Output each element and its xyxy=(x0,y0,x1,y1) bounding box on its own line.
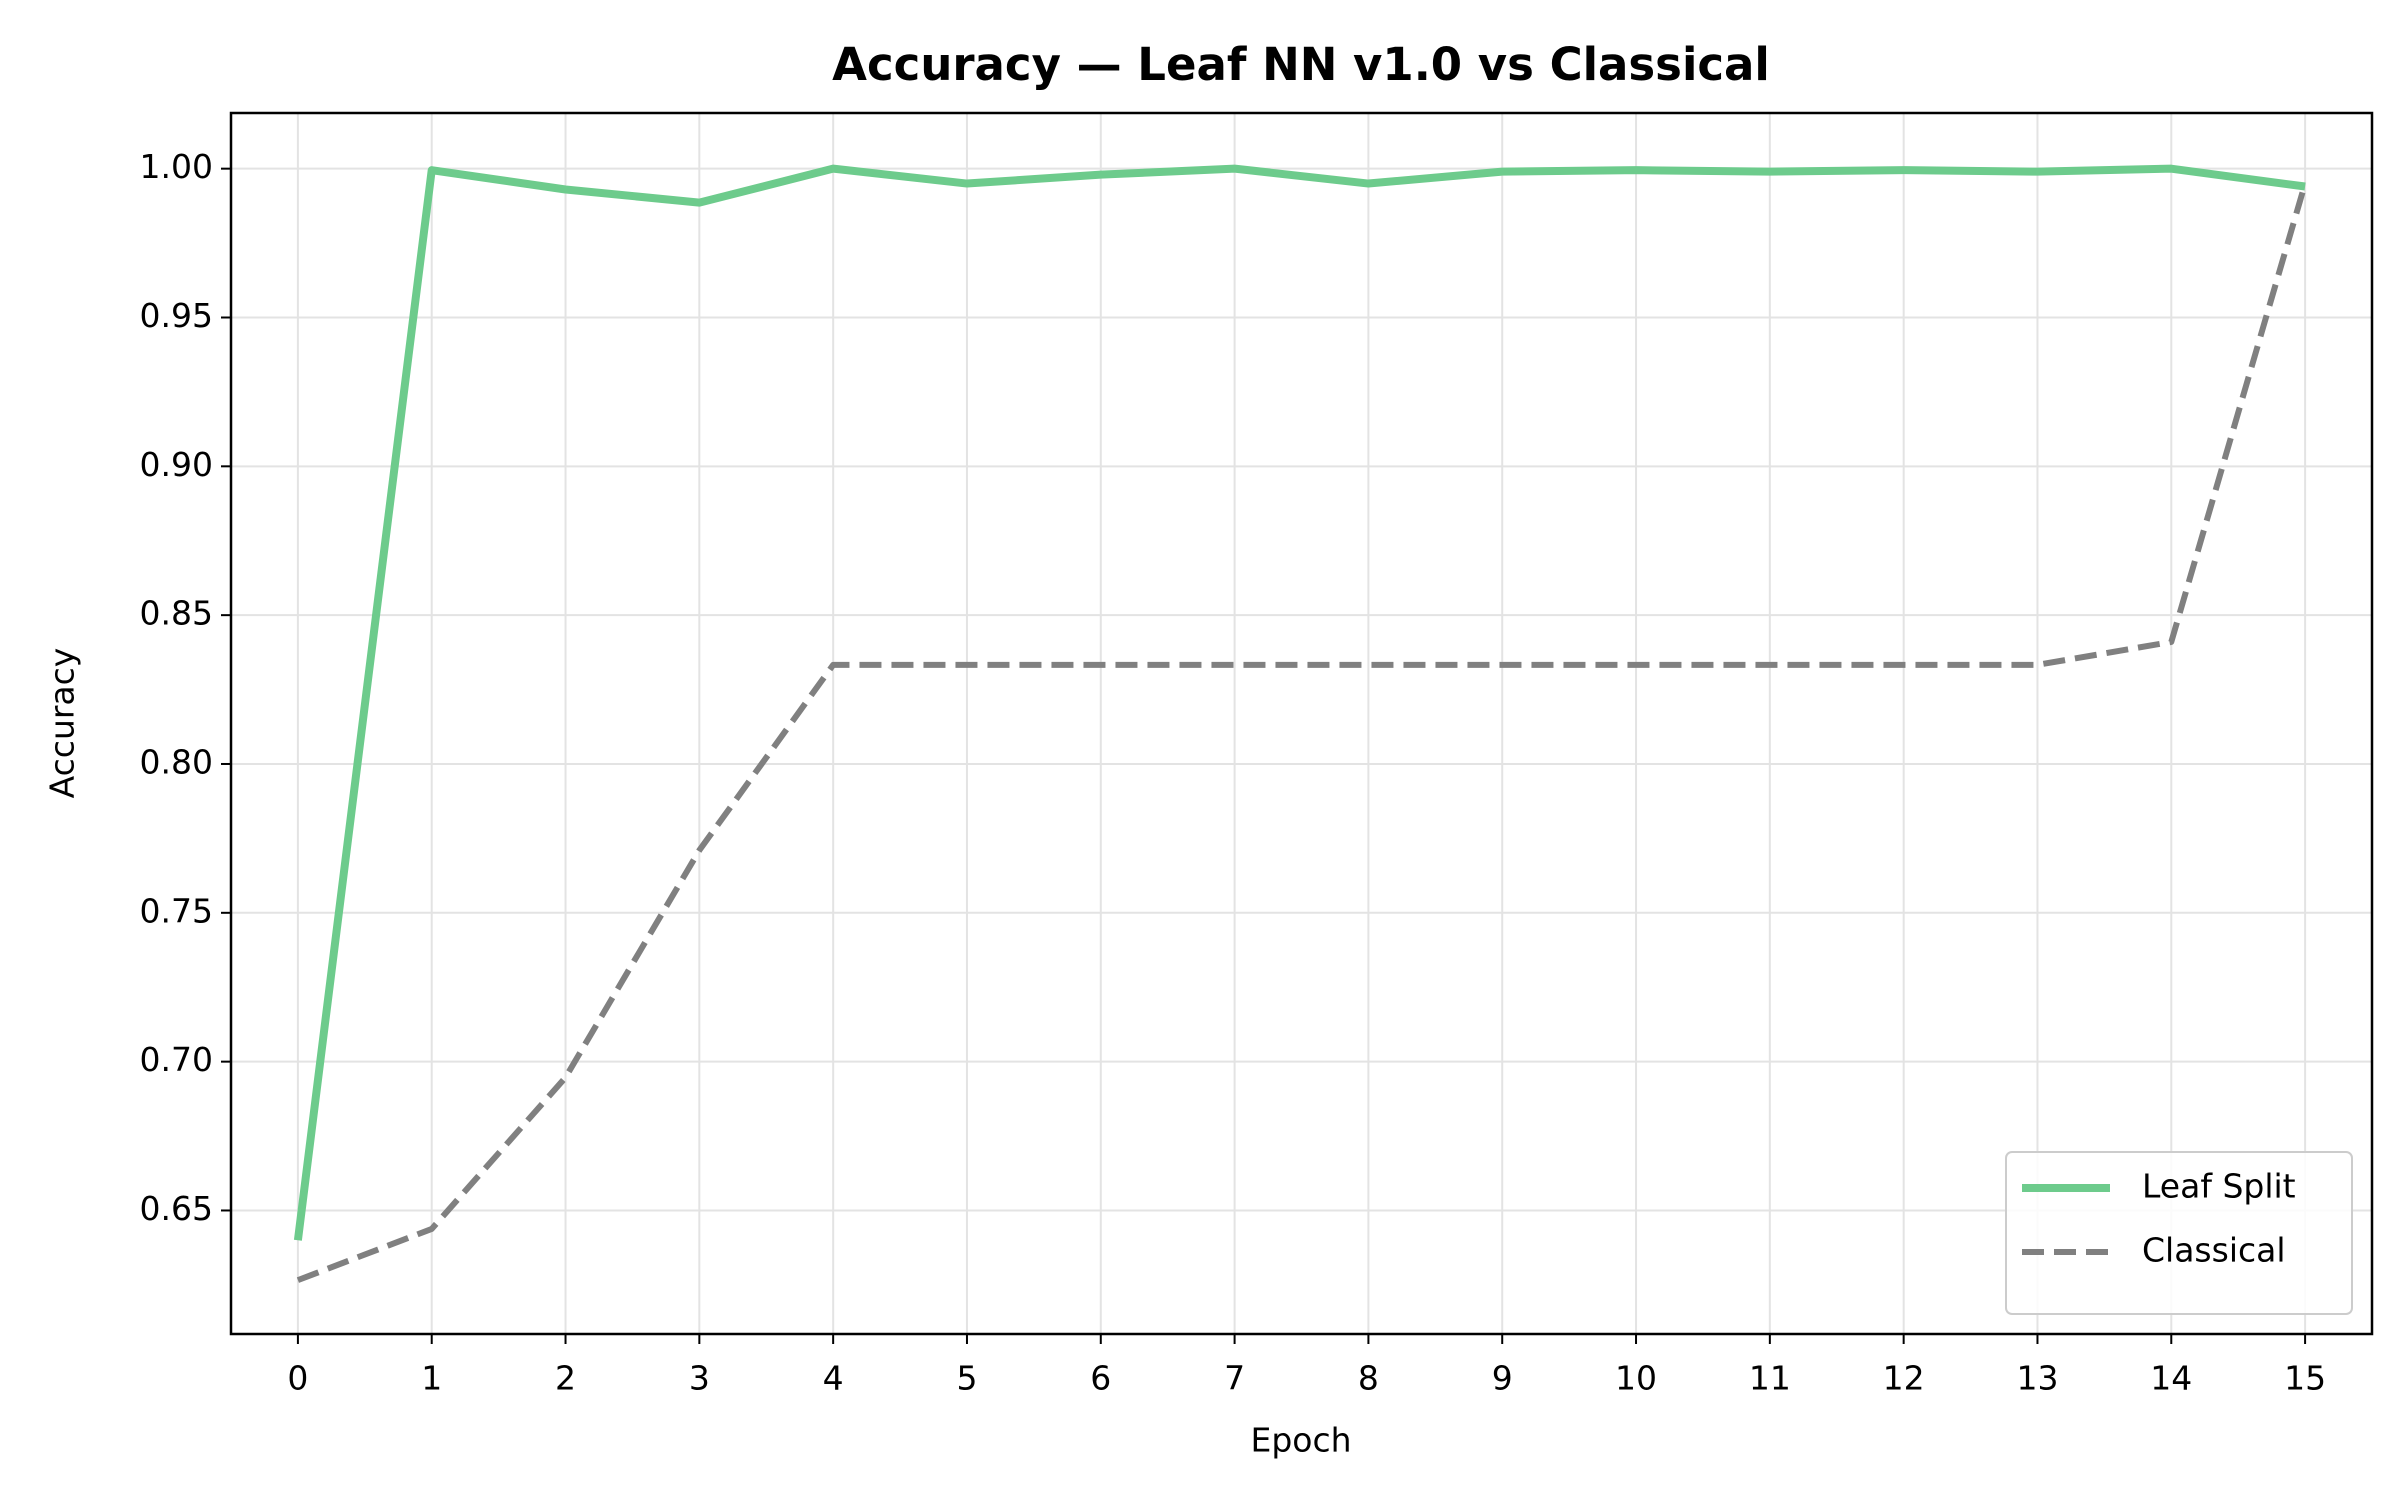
line-series xyxy=(293,164,2306,1241)
x-tick-label: 0 xyxy=(287,1359,308,1398)
x-tick-label: 4 xyxy=(823,1359,844,1398)
legend-label: Classical xyxy=(2142,1231,2286,1270)
plot-frame xyxy=(229,111,2374,1336)
y-tick-label: 1.00 xyxy=(140,147,213,186)
y-tick-label: 0.95 xyxy=(140,296,213,335)
x-tick-label: 7 xyxy=(1224,1359,1245,1398)
x-tick-label: 14 xyxy=(2150,1359,2192,1398)
legend-box xyxy=(2005,1151,2353,1315)
y-tick-label: 0.85 xyxy=(140,594,213,633)
x-tick-label: 11 xyxy=(1749,1359,1791,1398)
x-tick-label: 12 xyxy=(1883,1359,1925,1398)
x-tick-label: 8 xyxy=(1358,1359,1379,1398)
chart-title: Accuracy — Leaf NN v1.0 vs Classical xyxy=(832,38,1770,91)
y-tick-label: 0.65 xyxy=(140,1189,213,1228)
x-tick-label: 6 xyxy=(1090,1359,1111,1398)
y-tick-label: 0.90 xyxy=(140,445,213,484)
x-tick-label: 5 xyxy=(956,1359,977,1398)
x-tick-label: 15 xyxy=(2284,1359,2326,1398)
x-axis-label: Epoch xyxy=(1250,1421,1351,1460)
legend-label: Leaf Split xyxy=(2142,1167,2296,1206)
y-tick-label: 0.70 xyxy=(140,1040,213,1079)
x-tick-label: 13 xyxy=(2016,1359,2058,1398)
x-tick-label: 1 xyxy=(421,1359,442,1398)
x-tick-label: 2 xyxy=(555,1359,576,1398)
y-tick-label: 0.75 xyxy=(140,891,213,930)
x-tick-label: 3 xyxy=(689,1359,710,1398)
y-tick-label: 0.80 xyxy=(140,742,213,781)
x-tick-label: 10 xyxy=(1615,1359,1657,1398)
x-tick-label: 9 xyxy=(1492,1359,1513,1398)
y-axis-label: Accuracy xyxy=(43,648,82,799)
